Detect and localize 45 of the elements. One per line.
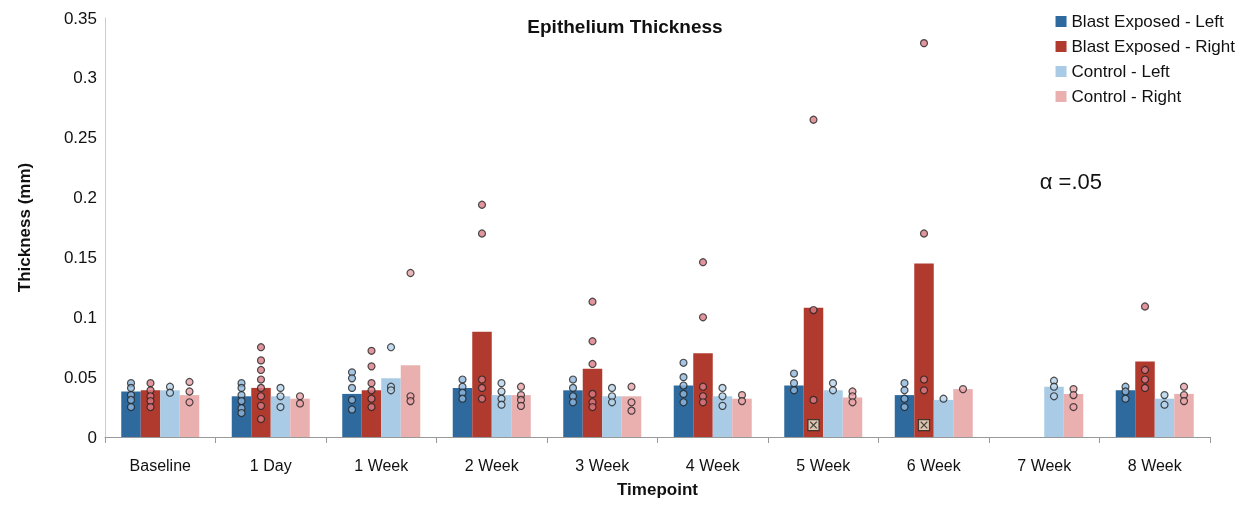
chart-title: Epithelium Thickness	[527, 16, 723, 37]
legend-label: Blast Exposed - Left	[1071, 12, 1224, 31]
x-tick-label: 4 Week	[685, 456, 741, 474]
bar	[914, 263, 934, 437]
legend-label: Blast Exposed - Right	[1071, 37, 1236, 56]
bar	[953, 389, 973, 437]
bar	[472, 331, 492, 437]
bar	[823, 390, 843, 437]
x-tick-label: 2 Week	[464, 456, 520, 474]
bar	[1115, 390, 1136, 437]
y-tick-label: 0.2	[73, 188, 97, 208]
bar	[1174, 393, 1194, 437]
bar	[693, 353, 713, 437]
x-tick-label: 1 Week	[354, 456, 410, 474]
bar	[179, 395, 200, 437]
x-tick-label: Baseline	[129, 456, 192, 474]
y-axis-title: Thickness (mm)	[15, 162, 34, 293]
bar	[1044, 386, 1064, 437]
y-tick-label: 0.35	[63, 8, 97, 28]
y-tick-label: 0	[87, 427, 97, 447]
x-tick-label: 1 Day	[249, 456, 292, 474]
x-tick-label: 6 Week	[906, 456, 962, 474]
y-tick-label: 0.1	[73, 307, 97, 327]
legend-label: Control - Left	[1071, 62, 1171, 81]
x-tick-label: 7 Week	[1017, 456, 1073, 474]
legend-label: Control - Right	[1071, 87, 1182, 106]
bar	[400, 365, 421, 437]
bar	[732, 398, 752, 437]
bar	[784, 385, 804, 437]
bar	[1154, 398, 1175, 437]
x-tick-label: 3 Week	[575, 456, 631, 474]
x-tick-label: 5 Week	[796, 456, 852, 474]
y-tick-label: 0.15	[63, 247, 97, 267]
annotation: α =.05	[1039, 168, 1102, 194]
x-tick-label: 8 Week	[1127, 456, 1183, 474]
bar	[290, 398, 310, 437]
y-tick-label: 0.3	[73, 68, 97, 88]
bar	[381, 378, 401, 437]
bar	[160, 390, 180, 437]
y-tick-label: 0.05	[63, 367, 97, 387]
bar	[602, 396, 622, 437]
x-axis-title: Timepoint	[617, 480, 699, 499]
bar	[933, 399, 954, 437]
bar	[842, 397, 863, 437]
y-tick-label: 0.25	[63, 128, 97, 148]
